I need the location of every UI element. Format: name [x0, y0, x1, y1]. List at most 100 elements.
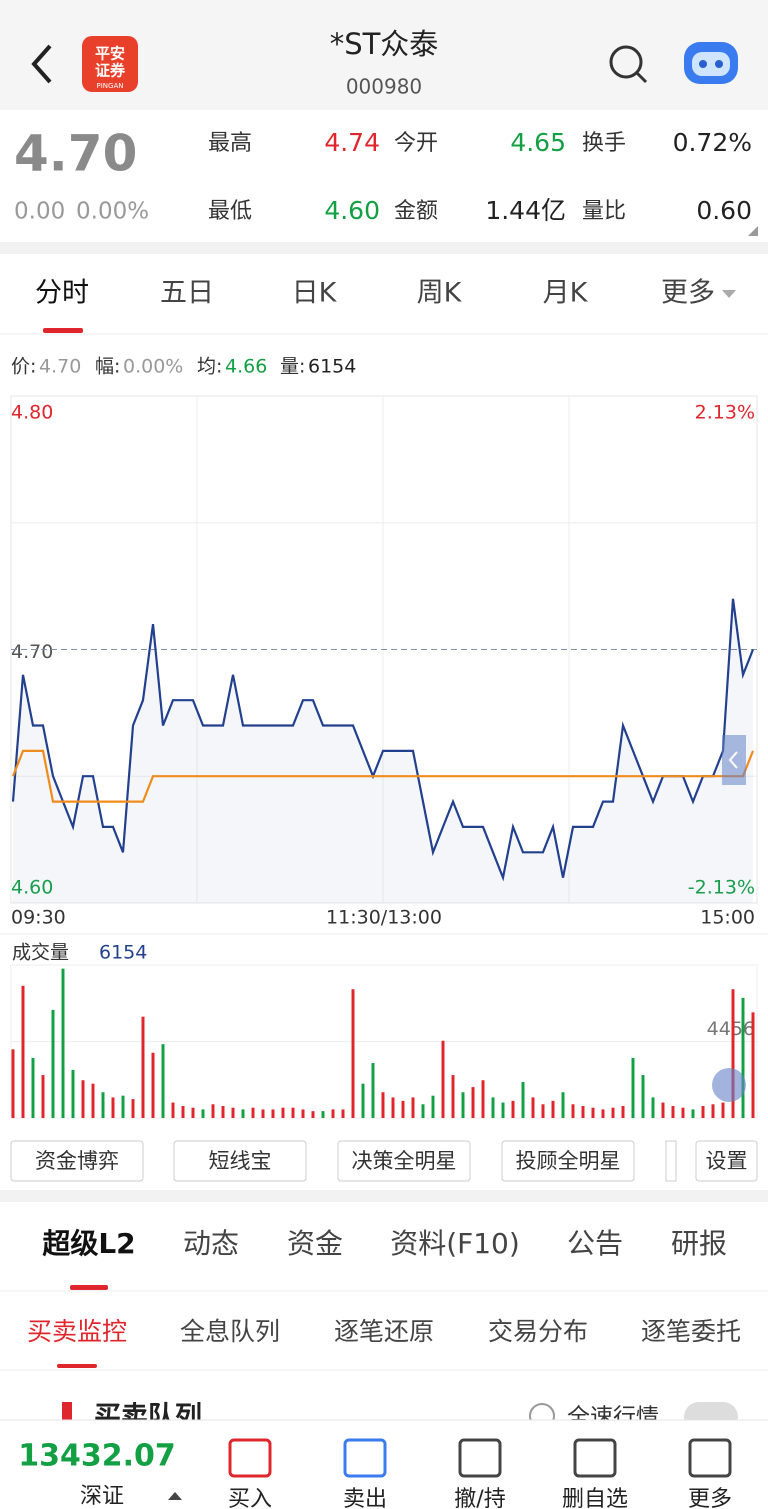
scroll-arrow — [728, 751, 738, 769]
volume-bar — [441, 1040, 445, 1118]
volume-bar — [351, 989, 355, 1118]
field-value: 4.65 — [510, 128, 566, 157]
volume-bar — [591, 1107, 595, 1118]
volume-current: 6154 — [99, 942, 147, 964]
action-icon[interactable] — [343, 1438, 387, 1478]
volume-bar — [601, 1109, 605, 1118]
volume-bar — [661, 1102, 665, 1118]
volume-bar — [271, 1109, 275, 1118]
y-tick-label: 4456 — [707, 1018, 755, 1040]
action-label: 删自选 — [562, 1487, 628, 1509]
field-value: 4.74 — [324, 128, 380, 157]
volume-bar — [391, 1097, 395, 1118]
scroll-handle[interactable] — [722, 735, 746, 785]
sub-tab[interactable]: 逐笔委托 — [641, 1317, 741, 1346]
volume-bar — [431, 1095, 435, 1118]
section-tab[interactable]: 公告 — [567, 1227, 623, 1260]
search-icon — [635, 71, 648, 84]
sub-tab[interactable]: 全息队列 — [180, 1317, 280, 1346]
volume-bar — [471, 1087, 475, 1118]
volume-bar — [721, 1102, 725, 1118]
period-tab[interactable]: 更多 — [661, 278, 715, 309]
section-tab[interactable]: 研报 — [671, 1227, 727, 1260]
volume-bar — [301, 1109, 305, 1118]
tool-button[interactable] — [173, 1140, 307, 1182]
volume-bar — [51, 1009, 55, 1118]
tool-button-label: 短线宝 — [209, 1149, 272, 1173]
info-value: 0.00% — [123, 356, 183, 378]
action-label: 买入 — [228, 1487, 272, 1509]
volume-bar — [541, 1104, 545, 1118]
volume-bar — [451, 1075, 455, 1118]
volume-bar — [701, 1105, 705, 1118]
volume-bar — [401, 1100, 405, 1118]
volume-bar — [341, 1109, 345, 1118]
section-tab[interactable]: 资金 — [287, 1227, 343, 1260]
volume-bar — [191, 1107, 195, 1118]
field-value: 1.44亿 — [485, 196, 566, 225]
volume-bar — [571, 1104, 575, 1118]
volume-toggle[interactable] — [712, 1068, 746, 1102]
volume-bar — [521, 1081, 525, 1118]
sub-tab[interactable]: 逐笔还原 — [334, 1317, 434, 1346]
action-icon[interactable] — [228, 1438, 272, 1478]
change-pct: 0.00% — [76, 199, 149, 225]
volume-bar — [141, 1016, 145, 1118]
period-tab[interactable]: 月K — [543, 278, 589, 309]
search-icon[interactable] — [609, 45, 643, 79]
logo-sub: PINGAN — [97, 82, 124, 90]
tool-button[interactable] — [695, 1140, 758, 1182]
volume-bar — [221, 1105, 225, 1118]
dropdown-arrow — [722, 290, 736, 298]
volume-bar — [691, 1109, 695, 1118]
volume-bar — [231, 1107, 235, 1118]
tool-button[interactable] — [501, 1140, 635, 1182]
volume-bar — [311, 1111, 315, 1118]
period-tab[interactable]: 五日 — [160, 278, 214, 309]
period-tab[interactable]: 日K — [292, 278, 338, 309]
volume-bar — [101, 1092, 105, 1118]
tool-button[interactable] — [337, 1140, 471, 1182]
y-tick-label: 4.60 — [11, 877, 53, 899]
section-tab[interactable]: 资料(F10) — [390, 1227, 520, 1260]
index-value: 13432.07 — [18, 1439, 176, 1474]
section-tab[interactable]: 动态 — [183, 1227, 239, 1260]
field-label: 今开 — [394, 131, 438, 156]
volume-bar — [711, 1104, 715, 1118]
y2-tick-label: 2.13% — [695, 402, 755, 424]
volume-bar — [201, 1109, 205, 1118]
action-icon[interactable] — [573, 1438, 617, 1478]
info-label: 价: — [11, 356, 36, 378]
volume-bar — [361, 1083, 365, 1118]
back-button[interactable] — [31, 44, 52, 84]
logo-text: 证券 — [95, 62, 126, 80]
volume-bar — [411, 1097, 415, 1118]
volume-bar — [491, 1097, 495, 1118]
volume-bar — [21, 985, 25, 1118]
sub-tab[interactable]: 买卖监控 — [27, 1317, 127, 1346]
section-tab[interactable]: 超级L2 — [42, 1227, 135, 1260]
volume-bar — [261, 1109, 265, 1118]
info-label: 均: — [197, 356, 222, 378]
field-label: 最高 — [208, 131, 252, 156]
action-icon[interactable] — [688, 1438, 732, 1478]
sub-tab[interactable]: 交易分布 — [488, 1317, 588, 1346]
volume-bar — [581, 1105, 585, 1118]
volume-bar — [371, 1063, 375, 1118]
volume-bar — [31, 1057, 35, 1118]
period-tab[interactable]: 周K — [417, 278, 463, 309]
volume-bar — [81, 1080, 85, 1118]
volume-bar — [731, 989, 735, 1118]
volume-bar — [111, 1097, 115, 1118]
tool-button-label: 投顾全明星 — [516, 1149, 621, 1173]
action-icon[interactable] — [458, 1438, 502, 1478]
tool-button-label: 设置 — [706, 1149, 748, 1173]
logo-text: 平安 — [95, 45, 125, 63]
volume-bar — [651, 1097, 655, 1118]
volume-bar — [41, 1075, 45, 1118]
volume-bar — [11, 1049, 15, 1118]
tool-button[interactable] — [10, 1140, 144, 1182]
y-tick-label: 4.70 — [11, 641, 53, 663]
tool-button — [665, 1140, 677, 1182]
period-tab[interactable]: 分时 — [35, 278, 89, 309]
